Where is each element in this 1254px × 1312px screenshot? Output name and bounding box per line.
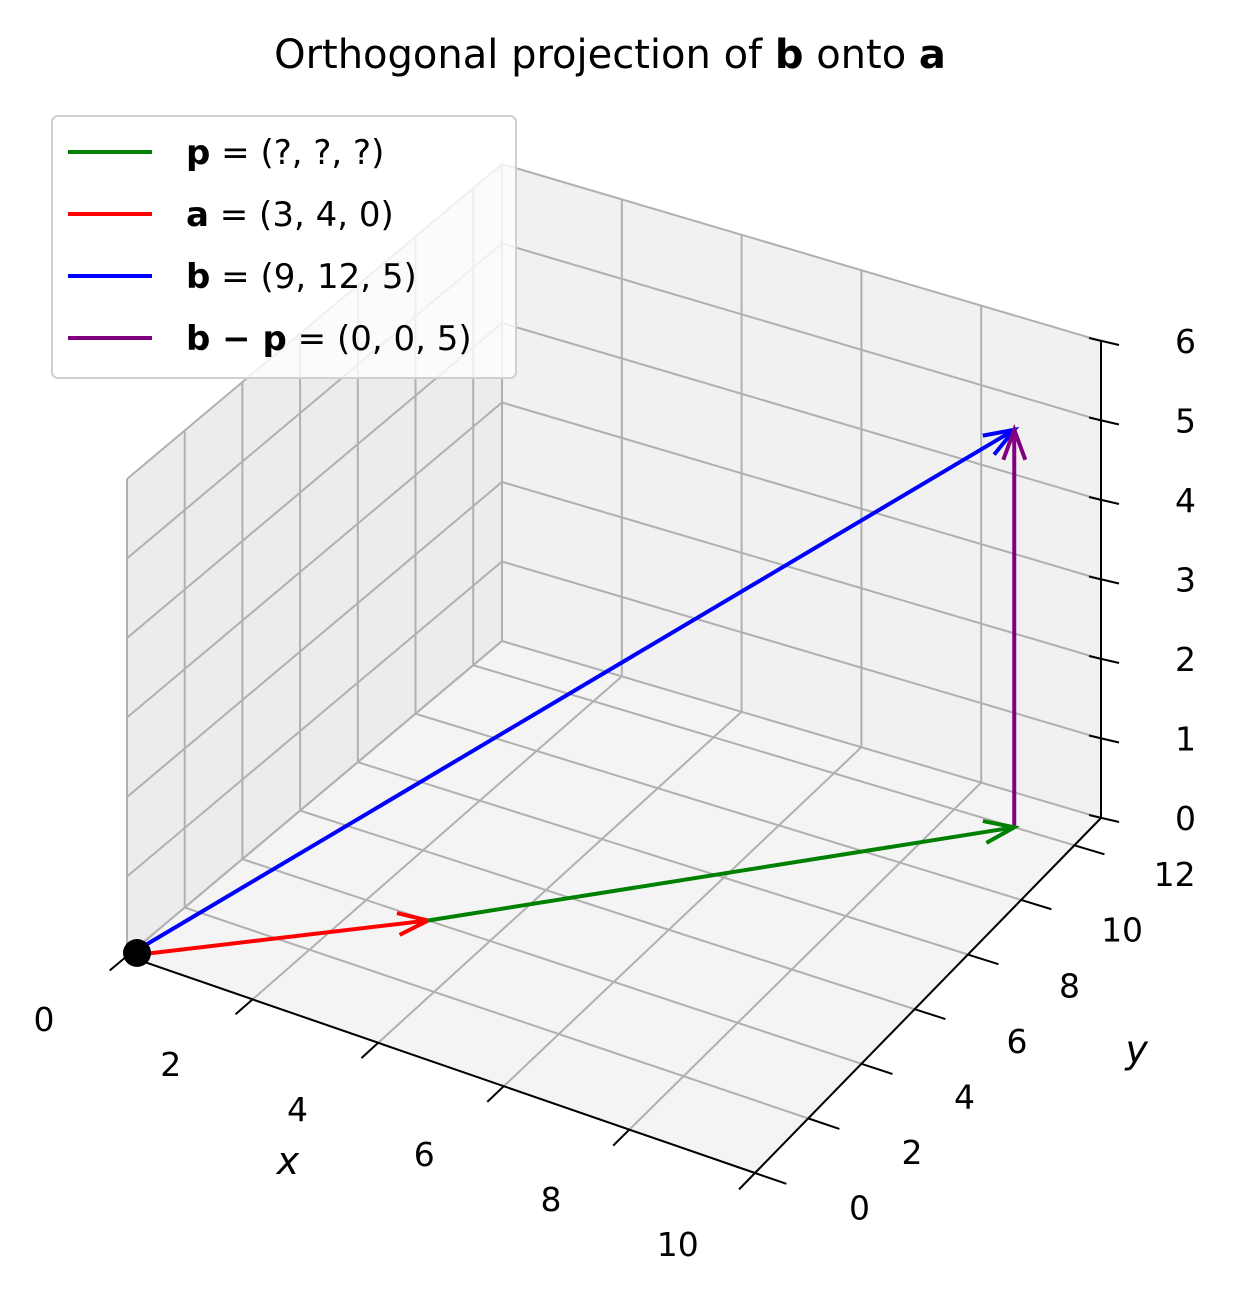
- z-tick-label: 2: [1175, 640, 1196, 679]
- y-tick-label: 8: [1059, 966, 1080, 1005]
- x-tick: [612, 1128, 631, 1147]
- chart-title: Orthogonal projection of b onto a: [274, 32, 946, 78]
- legend-vector-value: = (0, 0, 5): [287, 319, 472, 359]
- y-tick: [967, 953, 999, 966]
- z-tick: [1088, 814, 1120, 823]
- x-tick: [360, 1042, 379, 1059]
- z-tick-label: 1: [1175, 720, 1196, 759]
- title-vector-b: b: [775, 32, 804, 78]
- z-tick: [1088, 496, 1120, 505]
- y-tick-label: 2: [901, 1133, 922, 1172]
- legend: p = (?, ?, ?)a = (3, 4, 0)b = (9, 12, 5)…: [51, 115, 517, 379]
- z-tick-label: 6: [1175, 322, 1196, 361]
- x-tick-label: 0: [34, 1000, 55, 1039]
- y-tick: [861, 1062, 893, 1075]
- x-tick-label: 4: [287, 1090, 308, 1129]
- legend-entry: b − p = (0, 0, 5): [186, 319, 472, 359]
- legend-entry: b = (9, 12, 5): [186, 257, 417, 297]
- y-tick: [1020, 898, 1052, 911]
- z-tick: [1088, 734, 1120, 744]
- y-tick-label: 10: [1101, 911, 1143, 950]
- y-tick: [914, 1008, 946, 1021]
- z-tick-label: 3: [1175, 561, 1196, 600]
- legend-vector-name: b − p: [186, 319, 287, 359]
- y-tick-label: 6: [1007, 1022, 1028, 1061]
- legend-entry: a = (3, 4, 0): [186, 195, 394, 235]
- title-vector-a: a: [919, 32, 946, 78]
- vector-arrowhead: [1001, 423, 1028, 461]
- legend-vector-name: p: [186, 133, 210, 173]
- legend-box: [51, 115, 517, 379]
- legend-vector-name: b: [186, 257, 210, 297]
- z-tick-label: 5: [1175, 402, 1196, 441]
- y-axis-line: [754, 817, 1102, 1174]
- y-tick-label: 4: [954, 1078, 975, 1117]
- legend-vector-name: a: [186, 195, 209, 235]
- origin-marker: [123, 939, 151, 967]
- y-tick-label: 0: [849, 1189, 870, 1228]
- x-tick-label: 8: [541, 1180, 562, 1219]
- x-tick: [486, 1085, 505, 1103]
- y-tick: [754, 1172, 787, 1185]
- z-tick-label: 4: [1175, 481, 1196, 520]
- vector-shaft: [427, 825, 1015, 923]
- vector-shaft: [125, 428, 1016, 958]
- x-tick: [234, 998, 254, 1016]
- x-tick-label: 2: [160, 1045, 181, 1084]
- title-middle: onto: [803, 32, 918, 78]
- y-tick: [807, 1117, 840, 1130]
- y-tick-label: 12: [1154, 855, 1196, 894]
- vector-shaft: [126, 918, 429, 958]
- z-tick: [1088, 337, 1120, 346]
- x-tick-label: 10: [657, 1225, 699, 1264]
- vector-arrowhead: [396, 911, 434, 937]
- y-axis-label: y: [1124, 1027, 1148, 1071]
- x-axis-line: [126, 955, 756, 1174]
- z-tick: [1088, 575, 1120, 585]
- z-tick: [1088, 416, 1120, 426]
- z-tick-label: 0: [1175, 799, 1196, 838]
- z-tick: [1088, 655, 1120, 664]
- vector-layer: [123, 423, 1028, 967]
- vector-arrowhead: [982, 819, 1021, 845]
- legend-vector-value: = (3, 4, 0): [209, 195, 394, 235]
- legend-vector-value: = (9, 12, 5): [210, 257, 416, 297]
- x-tick: [738, 1172, 756, 1191]
- x-tick-label: 6: [414, 1135, 435, 1174]
- legend-vector-value: = (?, ?, ?): [210, 133, 384, 173]
- title-prefix: Orthogonal projection of: [274, 32, 775, 78]
- y-tick: [1074, 844, 1105, 856]
- legend-entry: p = (?, ?, ?): [186, 133, 384, 173]
- x-axis-label: x: [276, 1139, 300, 1183]
